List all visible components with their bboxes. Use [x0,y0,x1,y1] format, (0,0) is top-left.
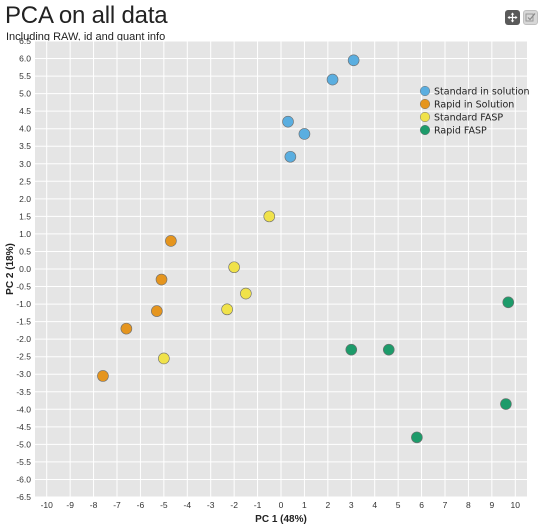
y-tick-label: 1.5 [19,211,31,221]
y-tick-label: -2.0 [16,334,31,344]
point-standard-in-solution[interactable] [326,73,339,86]
point-standard-in-solution[interactable] [282,115,294,128]
point-standard-fasp[interactable] [221,303,233,316]
point-rapid-in-solution[interactable] [120,322,133,335]
y-tick-label: 1.0 [19,229,31,239]
point-rapid-fasp[interactable] [502,296,515,309]
x-tick-label: -1 [254,500,262,510]
x-tick-label: -8 [90,500,98,510]
x-tick-label: 2 [325,500,330,510]
x-tick-label: 1 [302,500,307,510]
x-tick-label: -7 [113,500,121,510]
chart-toolbar [505,10,538,25]
select-icon[interactable] [523,10,538,25]
point-rapid-in-solution[interactable] [151,305,163,317]
x-tick-label: 3 [349,500,354,510]
legend-label-rapid-fasp: Rapid FASP [434,126,487,137]
x-tick-label: -10 [41,500,54,510]
point-standard-in-solution[interactable] [284,150,297,163]
y-tick-label: -5.5 [16,457,31,467]
point-rapid-in-solution[interactable] [97,370,109,382]
y-tick-label: -0.5 [16,282,31,292]
point-rapid-fasp[interactable] [382,343,395,356]
y-tick-label: 6.0 [19,54,31,64]
x-tick-label: 9 [489,500,494,510]
y-tick-label: -6.0 [16,474,31,484]
y-tick-label: -1.5 [16,317,31,327]
x-tick-label: 10 [511,500,521,510]
legend-marker-standard-fasp [419,111,431,123]
y-tick-label: -1.0 [16,299,31,309]
y-tick-label: 0.0 [19,264,31,274]
y-tick-label: 5.0 [19,89,31,99]
y-tick-label: -3.5 [16,387,31,397]
point-rapid-fasp[interactable] [411,431,423,444]
point-rapid-fasp[interactable] [345,343,358,356]
y-tick-label: -5.0 [16,439,31,449]
legend: Standard in solution Rapid in Solution Sta… [419,85,530,137]
y-tick-label: 0.5 [19,246,31,256]
legend-marker-standard-in-solution [419,85,431,97]
x-tick-label: -6 [137,500,145,510]
point-standard-fasp[interactable] [240,287,252,300]
y-tick-label: 2.5 [19,176,31,186]
point-rapid-in-solution[interactable] [155,273,168,286]
y-tick-label: -4.0 [16,404,31,414]
legend-label-standard-fasp: Standard FASP [434,113,503,124]
move-icon[interactable] [505,10,520,25]
y-tick-label: 5.5 [19,71,31,81]
legend-marker-rapid-fasp [419,124,431,136]
legend-label-rapid-in-solution: Rapid in Solution [434,100,514,111]
chart-title: PCA on all data [5,2,168,29]
x-tick-label: -9 [66,500,74,510]
y-tick-label: -6.5 [16,492,31,502]
x-tick-label: -4 [184,500,192,510]
x-tick-label: -3 [207,500,215,510]
x-tick-label: 4 [372,500,377,510]
point-standard-in-solution[interactable] [347,54,360,67]
x-tick-label: 8 [466,500,471,510]
y-tick-label: 2.0 [19,194,31,204]
x-tick-label: 5 [396,500,401,510]
x-tick-label: 7 [443,500,448,510]
point-rapid-in-solution[interactable] [165,235,177,247]
y-tick-label: -2.5 [16,352,31,362]
y-tick-label: 4.5 [19,106,31,116]
data-points [97,54,515,444]
y-tick-label: 6.5 [19,36,31,46]
y-axis-title: PC 2 (18%) [5,243,16,295]
y-tick-label: 4.0 [19,124,31,134]
legend-marker-rapid-in-solution [419,98,431,110]
y-tick-label: -3.0 [16,369,31,379]
point-standard-fasp[interactable] [228,261,240,274]
y-tick-label: -4.5 [16,422,31,432]
point-standard-in-solution[interactable] [298,128,311,140]
grid-lines [35,40,527,498]
y-tick-label: 3.5 [19,141,31,151]
x-axis-ticks: -10 -9 -8 -7 -6 -5 -4 -3 -2 -1 0 1 2 3 4 5 6 7 8 9 10 [41,500,521,510]
x-tick-label: -2 [230,500,238,510]
x-tick-label: 0 [279,500,284,510]
point-standard-fasp[interactable] [263,210,276,223]
chart-subtitle: Including RAW, id and quant info [6,31,166,43]
point-standard-fasp[interactable] [158,352,170,365]
x-axis-title: PC 1 (48%) [255,514,307,525]
x-tick-label: -5 [160,500,168,510]
point-rapid-fasp[interactable] [500,398,512,410]
y-tick-label: 3.0 [19,159,31,169]
legend-label-standard-in-solution: Standard in solution [434,87,530,98]
x-tick-label: 6 [419,500,424,510]
y-axis-ticks: 6.5 6.0 5.5 5.0 4.5 4.0 3.5 3.0 2.5 2.0 1.5 1.0 0.5 0… [16,36,31,502]
